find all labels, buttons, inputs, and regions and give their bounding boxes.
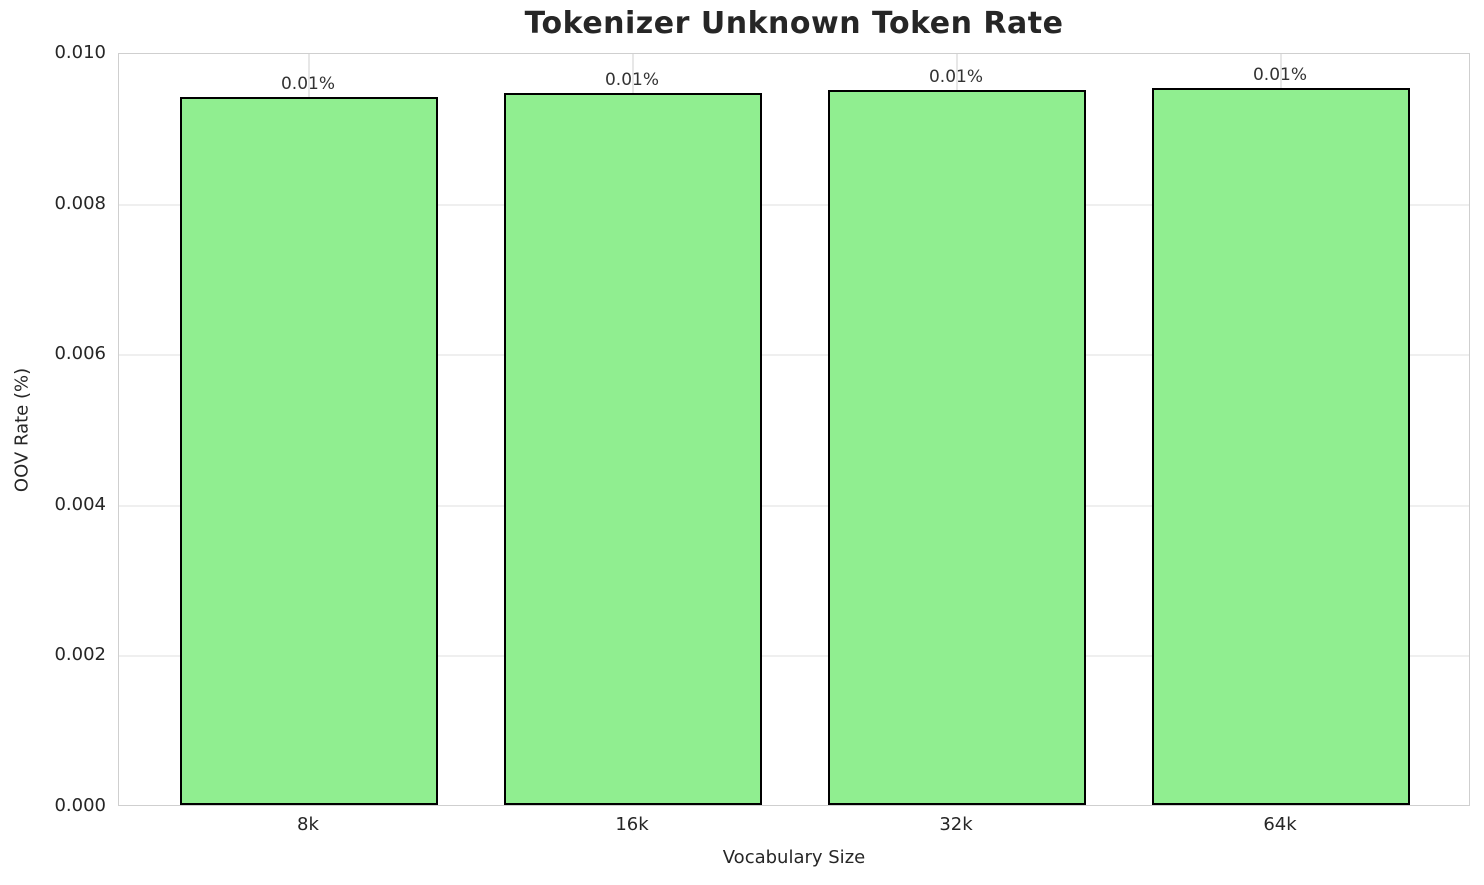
gridline-horizontal xyxy=(119,504,1469,507)
bar-8k xyxy=(180,97,438,805)
gridline-horizontal xyxy=(119,655,1469,658)
x-tick-label: 32k xyxy=(939,814,973,835)
bar-16k xyxy=(504,93,762,805)
gridline-horizontal xyxy=(119,354,1469,357)
bar-value-label: 0.01% xyxy=(280,74,335,95)
y-tick-label: 0.002 xyxy=(54,644,106,666)
bar-64k xyxy=(1152,88,1410,805)
x-tick-label: 8k xyxy=(297,814,319,835)
gridline-horizontal xyxy=(119,203,1469,206)
y-tick-label: 0.004 xyxy=(54,493,106,515)
plot-area xyxy=(118,53,1470,806)
x-axis-label: Vocabulary Size xyxy=(722,847,866,868)
x-tick-label: 64k xyxy=(1263,814,1297,835)
bar-value-label: 0.01% xyxy=(928,67,983,88)
bar-32k xyxy=(828,90,1086,805)
y-tick-label: 0.000 xyxy=(54,795,106,816)
bar-value-label: 0.01% xyxy=(1252,65,1307,86)
chart-title: Tokenizer Unknown Token Rate xyxy=(524,6,1064,41)
y-tick-label: 0.010 xyxy=(54,42,106,63)
y-tick-label: 0.006 xyxy=(54,343,106,365)
y-tick-label: 0.008 xyxy=(54,192,106,214)
bar-value-label: 0.01% xyxy=(604,70,659,91)
y-axis-label: OOV Rate (%) xyxy=(11,367,33,493)
x-tick-label: 16k xyxy=(615,814,649,835)
